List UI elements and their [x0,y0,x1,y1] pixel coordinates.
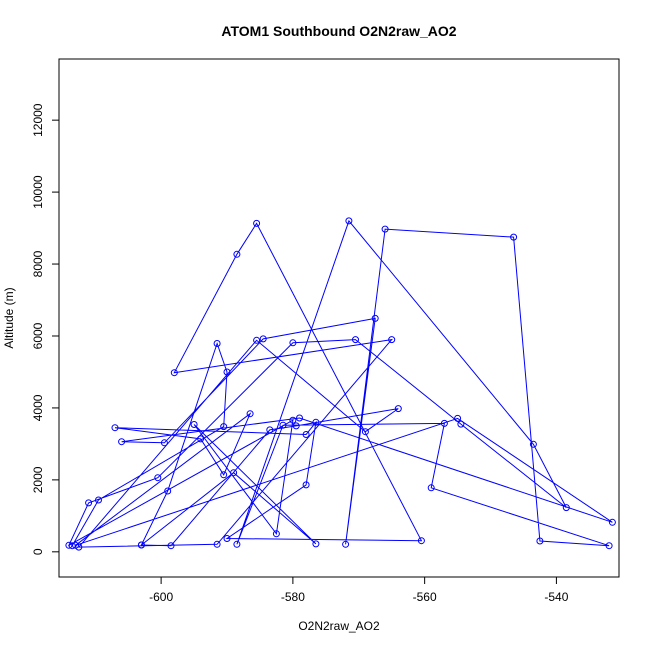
y-axis-label: Altitude (m) [2,287,16,348]
data-point [197,435,205,443]
data-point [253,219,261,227]
y-tick-label: 6000 [31,322,45,349]
data-point [371,314,379,322]
data-point [85,499,93,507]
data-point [440,419,448,427]
data-point [289,416,297,424]
data-point [111,424,119,432]
data-point [223,368,231,376]
y-tick-label: 12000 [31,103,45,137]
data-point [233,540,241,548]
data-point [302,481,310,489]
data-point [381,225,389,233]
data-point [388,336,396,344]
data-point [75,543,83,551]
data-point [233,250,241,258]
chart-title: ATOM1 Southbound O2N2raw_AO2 [221,23,456,39]
data-point [68,542,76,550]
x-tick-label: -580 [281,590,305,604]
data-point [65,541,73,549]
y-tick-label: 4000 [31,394,45,421]
x-tick-label: -600 [149,590,173,604]
y-tick-label: 8000 [31,250,45,277]
data-point [312,540,320,548]
data-point [296,414,303,422]
plot-frame [58,58,620,578]
axis-layer: -600 -580 -560 -540 0 2000 4000 6000 8000 10000 12… [31,103,569,604]
data-point [279,421,287,429]
data-point [394,405,402,413]
data-point [608,518,616,526]
data-point [95,496,102,504]
y-tick-label: 10000 [31,175,45,209]
data-point [302,431,310,438]
data-point [220,471,228,479]
data-point [457,420,465,428]
data-point [529,440,537,448]
data-point [220,423,228,431]
data-point [510,233,518,241]
data-point [160,439,168,447]
data-point [213,340,221,347]
data-point [536,537,544,545]
data-point [190,421,198,428]
data-point [72,541,79,549]
data-point [259,335,267,343]
data-point [312,418,320,426]
data-point [417,537,425,545]
data-point [427,484,435,492]
data-point [361,428,369,436]
data-point [167,542,175,550]
data-point [352,336,359,344]
data-point [118,438,126,446]
x-tick-label: -560 [413,590,437,604]
data-point [266,426,274,434]
data-point [164,487,172,495]
data-point [137,541,145,549]
y-tick-label: 2000 [31,466,45,493]
data-point [345,217,353,225]
data-point [289,339,297,347]
data-point [170,369,178,377]
data-point [342,540,350,548]
data-point [154,474,162,482]
data-point [230,469,238,477]
data-point [223,535,231,542]
data-point [292,422,300,430]
x-axis-label: O2N2raw_AO2 [298,619,380,633]
data-point [562,504,570,512]
data-point [272,530,280,538]
series-line [67,219,613,548]
data-point [253,336,261,344]
series-layer [65,217,616,551]
data-point [454,414,462,422]
data-point [213,540,221,548]
data-point [605,542,613,550]
y-tick-label: 0 [31,548,45,555]
data-point [246,410,254,418]
x-tick-label: -540 [544,590,568,604]
